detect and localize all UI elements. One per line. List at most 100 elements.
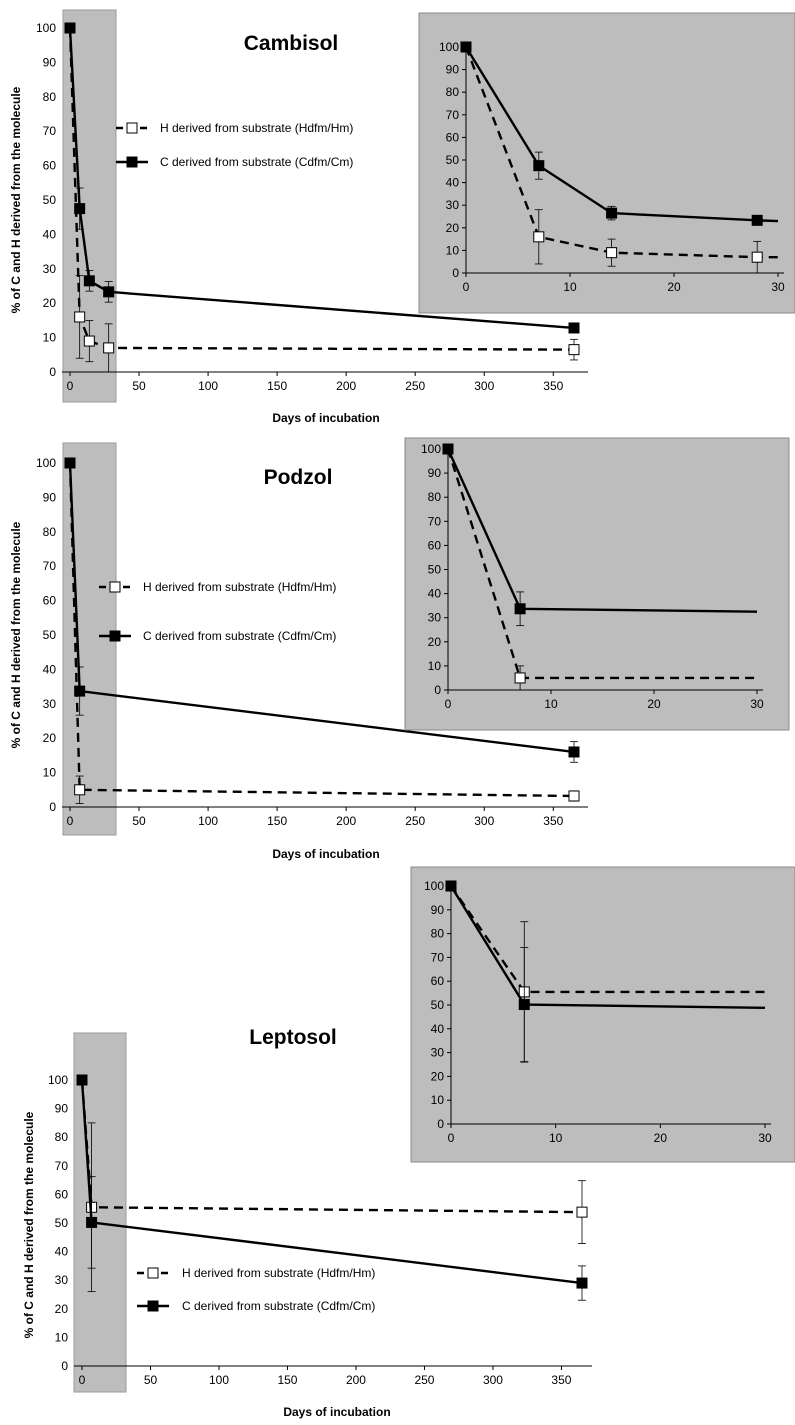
inset-x-tick-label: 0 bbox=[448, 1131, 455, 1145]
legend-marker bbox=[109, 581, 121, 593]
y-axis-label: % of C and H derived from the molecule bbox=[9, 86, 23, 313]
y-tick-label: 90 bbox=[43, 55, 57, 69]
data-point-h bbox=[83, 335, 95, 347]
data-point-c bbox=[445, 880, 457, 892]
y-tick-label: 90 bbox=[55, 1102, 69, 1116]
inset-y-tick-label: 30 bbox=[431, 1046, 445, 1060]
chart-title: Cambisol bbox=[244, 32, 339, 55]
inset-leptosol: 0 10 20 30 40 50 60 70 80 90 100 0 10 20 30 bbox=[410, 866, 795, 1163]
x-tick-label: 250 bbox=[414, 1373, 434, 1387]
data-point-c bbox=[103, 286, 115, 298]
data-point-h bbox=[606, 247, 618, 259]
data-point-h bbox=[568, 344, 580, 356]
data-point-c bbox=[568, 322, 580, 334]
y-tick-label: 0 bbox=[61, 1359, 68, 1373]
x-tick-label: 0 bbox=[67, 814, 74, 828]
y-tick-label: 70 bbox=[43, 559, 57, 573]
inset-frame bbox=[418, 12, 795, 314]
data-point-c bbox=[568, 746, 580, 758]
inset-podzol: 0 10 20 30 40 50 60 70 80 90 100 0 10 20 30 bbox=[404, 437, 790, 731]
x-tick-label: 250 bbox=[405, 379, 425, 393]
x-tick-label: 300 bbox=[474, 379, 494, 393]
legend-label: H derived from substrate (Hdfm/Hm) bbox=[143, 580, 336, 594]
inset-y-tick-label: 20 bbox=[428, 635, 442, 649]
data-point-c bbox=[576, 1277, 588, 1289]
data-point-c bbox=[514, 603, 526, 615]
inset-y-tick-label: 80 bbox=[446, 85, 460, 99]
inset-y-tick-label: 50 bbox=[446, 153, 460, 167]
y-tick-label: 100 bbox=[36, 456, 56, 470]
inset-y-tick-label: 50 bbox=[428, 563, 442, 577]
x-tick-label: 50 bbox=[132, 379, 146, 393]
y-tick-label: 90 bbox=[43, 490, 57, 504]
inset-y-tick-label: 80 bbox=[428, 490, 442, 504]
x-tick-label: 0 bbox=[67, 379, 74, 393]
data-point-c bbox=[83, 275, 95, 287]
inset-x-tick-label: 10 bbox=[544, 697, 558, 711]
inset-y-tick-label: 40 bbox=[428, 587, 442, 601]
inset-y-tick-label: 60 bbox=[446, 130, 460, 144]
y-tick-label: 80 bbox=[55, 1130, 69, 1144]
legend-label: C derived from substrate (Cdfm/Cm) bbox=[182, 1299, 375, 1313]
data-point-c bbox=[76, 1074, 88, 1086]
y-axis-label: % of C and H derived from the molecule bbox=[9, 521, 23, 748]
inset-y-tick-label: 20 bbox=[446, 221, 460, 235]
inset-y-tick-label: 30 bbox=[446, 198, 460, 212]
inset-y-tick-label: 90 bbox=[428, 466, 442, 480]
inset-y-tick-label: 40 bbox=[446, 176, 460, 190]
inset-y-tick-label: 0 bbox=[452, 266, 459, 280]
x-axis-label: Days of incubation bbox=[272, 847, 379, 861]
x-tick-label: 350 bbox=[543, 379, 563, 393]
x-tick-label: 350 bbox=[551, 1373, 571, 1387]
x-tick-label: 200 bbox=[336, 814, 356, 828]
data-point-h bbox=[568, 790, 580, 802]
inset-y-tick-label: 30 bbox=[428, 611, 442, 625]
data-point-c bbox=[518, 999, 530, 1011]
legend-marker bbox=[147, 1267, 159, 1279]
y-tick-label: 80 bbox=[43, 90, 57, 104]
inset-y-tick-label: 10 bbox=[446, 243, 460, 257]
chart-title: Leptosol bbox=[249, 1026, 337, 1049]
data-point-c bbox=[64, 22, 76, 34]
data-point-c bbox=[460, 41, 472, 53]
inset-y-tick-label: 90 bbox=[446, 63, 460, 77]
inset-y-tick-label: 100 bbox=[439, 40, 459, 54]
inset-y-tick-label: 20 bbox=[431, 1069, 445, 1083]
data-point-h bbox=[751, 251, 763, 263]
inset-x-tick-label: 30 bbox=[750, 697, 764, 711]
data-point-c bbox=[606, 207, 618, 219]
y-tick-label: 0 bbox=[49, 800, 56, 814]
y-tick-label: 10 bbox=[43, 331, 57, 345]
y-tick-label: 50 bbox=[43, 628, 57, 642]
data-point-h bbox=[74, 784, 86, 796]
data-point-h bbox=[74, 311, 86, 323]
x-tick-label: 350 bbox=[543, 814, 563, 828]
y-tick-label: 10 bbox=[43, 766, 57, 780]
x-tick-label: 150 bbox=[277, 1373, 297, 1387]
y-tick-label: 70 bbox=[55, 1159, 69, 1173]
data-point-h bbox=[533, 231, 545, 243]
inset-x-tick-label: 0 bbox=[463, 280, 470, 294]
data-point-h bbox=[514, 672, 526, 684]
legend-marker bbox=[109, 630, 121, 642]
data-point-c bbox=[64, 457, 76, 469]
y-tick-label: 70 bbox=[43, 124, 57, 138]
inset-x-tick-label: 20 bbox=[647, 697, 661, 711]
inset-y-tick-label: 90 bbox=[431, 903, 445, 917]
legend-label: C derived from substrate (Cdfm/Cm) bbox=[160, 155, 353, 169]
inset-x-tick-label: 10 bbox=[549, 1131, 563, 1145]
legend-marker bbox=[126, 156, 138, 168]
h-series-line bbox=[68, 462, 575, 798]
y-tick-label: 30 bbox=[43, 697, 57, 711]
inset-y-tick-label: 60 bbox=[428, 538, 442, 552]
inset-frame bbox=[404, 437, 790, 731]
x-tick-label: 150 bbox=[267, 814, 287, 828]
inset-frame bbox=[410, 866, 795, 1163]
x-tick-label: 300 bbox=[483, 1373, 503, 1387]
legend-label: H derived from substrate (Hdfm/Hm) bbox=[182, 1266, 375, 1280]
legend-marker bbox=[147, 1300, 159, 1312]
inset-x-tick-label: 10 bbox=[563, 280, 577, 294]
y-tick-label: 60 bbox=[55, 1187, 69, 1201]
